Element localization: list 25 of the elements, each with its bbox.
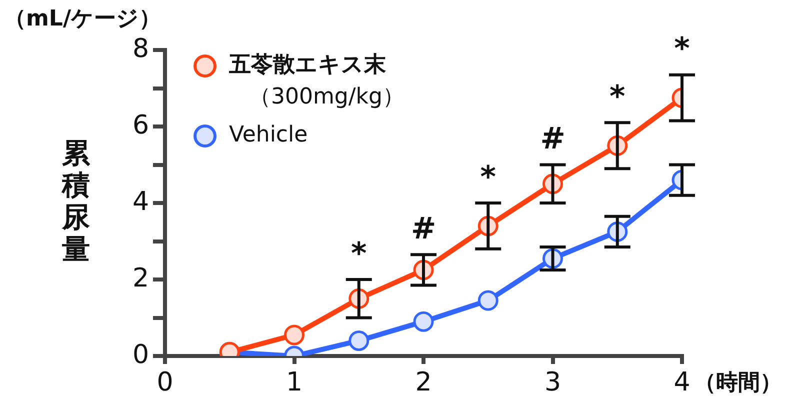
legend-label: Vehicle — [229, 122, 308, 148]
text: （mL/ケージ） — [4, 6, 161, 32]
annotation: * — [610, 79, 626, 114]
y-tick-label: 0 — [132, 340, 149, 370]
y-tick-label: 4 — [132, 186, 149, 217]
annotation: * — [351, 236, 368, 272]
y-tick-label: 2 — [132, 263, 149, 294]
x-tick-label: 2 — [415, 367, 432, 398]
x-tick-label: 3 — [544, 367, 562, 398]
x-tick-label: 1 — [286, 367, 303, 398]
x-tick-label: 4 — [674, 367, 690, 398]
annotation: * — [480, 160, 496, 195]
point — [348, 330, 370, 351]
point — [413, 311, 434, 332]
legend-label: 五苓散エキス末（300mg/kg） — [228, 52, 405, 110]
annotation: * — [674, 32, 690, 67]
y-tick-label: 6 — [132, 110, 149, 140]
y-tick-label: 8 — [132, 34, 149, 64]
annotation: # — [540, 122, 566, 157]
point — [284, 324, 304, 346]
point — [478, 290, 498, 311]
y-axis-title: 累積尿量 — [61, 136, 91, 266]
x-axis-title: （時間） — [694, 370, 782, 396]
annotation: # — [410, 211, 436, 246]
x-tick-label: 0 — [156, 367, 174, 398]
